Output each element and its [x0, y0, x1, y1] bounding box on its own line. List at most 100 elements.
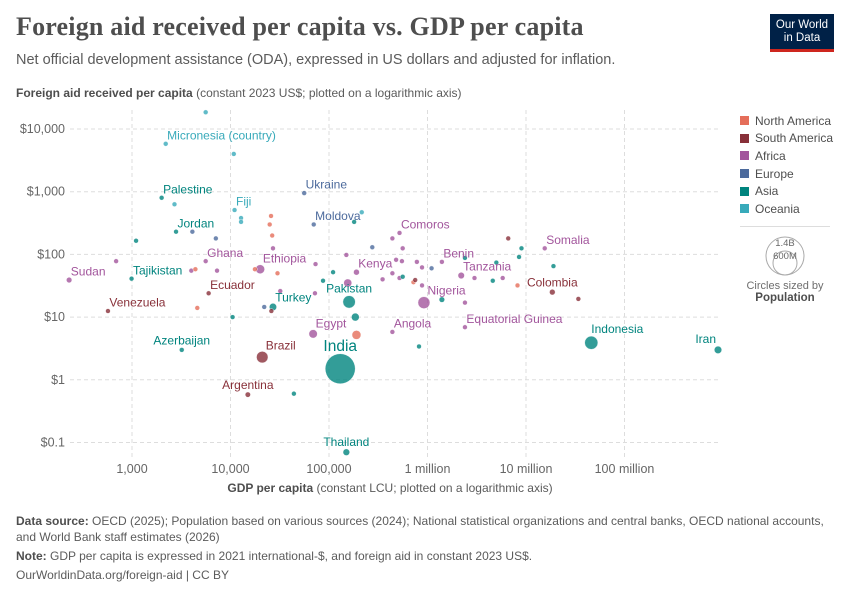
legend-item-africa[interactable]: Africa — [740, 147, 833, 165]
point-label: Kenya — [358, 256, 392, 270]
note-text: GDP per capita is expressed in 2021 inte… — [50, 549, 533, 563]
x-axis-label-note: (constant LCU; plotted on a logarithmic … — [316, 481, 553, 495]
source-label: Data source: — [16, 514, 89, 528]
data-point — [312, 261, 319, 267]
point-label: Egypt — [316, 317, 347, 331]
point-label: Ecuador — [210, 278, 255, 292]
legend-item-europe[interactable]: Europe — [740, 165, 833, 183]
data-point — [301, 190, 307, 196]
data-point — [516, 254, 522, 260]
data-point — [389, 270, 395, 276]
credit-link[interactable]: OurWorldinData.org/foreign-aid | CC BY — [16, 568, 229, 582]
legend-item-south-america[interactable]: South America — [740, 130, 833, 148]
data-point — [105, 308, 111, 314]
data-point — [414, 259, 420, 265]
x-axis-label: GDP per capita (constant LCU; plotted on… — [0, 481, 780, 495]
data-point — [231, 207, 238, 213]
data-point — [268, 308, 274, 314]
data-point — [343, 278, 352, 288]
point-label: Fiji — [236, 195, 251, 209]
point-label: Ghana — [207, 246, 243, 260]
data-point — [203, 258, 209, 264]
data-point — [291, 391, 297, 397]
data-point — [256, 351, 269, 364]
data-point — [493, 259, 499, 266]
y-tick-label: $10,000 — [20, 122, 65, 136]
data-point — [325, 353, 356, 384]
point-label: Tajikistan — [133, 263, 182, 277]
point-label: Moldova — [315, 209, 361, 223]
data-point — [518, 245, 525, 251]
legend-item-north-america[interactable]: North America — [740, 112, 833, 130]
data-point — [277, 288, 283, 294]
point-label: Venezuela — [109, 296, 165, 310]
legend-swatch — [740, 116, 749, 126]
y-tick-label: $1 — [51, 373, 65, 387]
point-label: Sudan — [71, 264, 106, 278]
data-point — [389, 329, 395, 335]
data-point — [274, 270, 281, 276]
data-point — [163, 141, 169, 147]
data-point — [312, 290, 318, 296]
data-point — [214, 268, 220, 274]
data-point — [320, 278, 326, 284]
data-point — [133, 238, 139, 244]
data-point — [417, 296, 431, 309]
legend-swatch — [740, 204, 749, 214]
data-point — [400, 274, 406, 280]
point-label: Indonesia — [591, 322, 643, 336]
data-point — [353, 269, 360, 276]
data-point — [342, 295, 356, 309]
data-point — [500, 275, 506, 281]
data-point — [192, 266, 198, 272]
data-point — [389, 235, 395, 241]
data-point — [400, 245, 406, 251]
data-point — [369, 244, 375, 250]
data-point — [206, 290, 212, 296]
point-label: Brazil — [266, 338, 296, 352]
legend-label: South America — [755, 131, 834, 146]
data-point — [399, 258, 405, 264]
owid-logo[interactable]: Our World in Data — [770, 14, 834, 52]
point-label: Angola — [394, 317, 432, 331]
x-tick-label: 1,000 — [116, 462, 147, 476]
x-tick-label: 100,000 — [306, 462, 351, 476]
data-point — [419, 264, 425, 271]
legend-item-asia[interactable]: Asia — [740, 182, 833, 200]
source-line: Data source: OECD (2025); Population bas… — [16, 513, 836, 545]
point-label: Micronesia (country) — [167, 128, 276, 142]
data-point — [213, 235, 219, 241]
y-tick-label: $10 — [44, 310, 65, 324]
y-tick-label: $100 — [37, 247, 65, 261]
x-axis-label-main: GDP per capita — [227, 481, 314, 495]
legend-item-oceania[interactable]: Oceania — [740, 200, 833, 218]
y-tick-label: $1,000 — [27, 185, 65, 199]
data-point — [393, 257, 399, 263]
data-point — [439, 259, 445, 265]
data-point — [159, 195, 165, 201]
legend-divider — [740, 226, 830, 227]
point-label: Colombia — [527, 275, 578, 289]
size-caption: Circles sized by — [746, 280, 824, 292]
data-point — [330, 269, 336, 275]
data-point — [231, 151, 237, 157]
data-point — [575, 296, 581, 302]
data-point — [261, 304, 267, 310]
data-point — [194, 305, 200, 311]
data-point — [269, 232, 275, 239]
data-point — [203, 109, 209, 115]
point-label: Jordan — [177, 216, 214, 230]
size-variable: Population — [755, 292, 815, 304]
y-axis-label-main: Foreign aid received per capita — [16, 86, 193, 100]
point-label: Tanzania — [463, 259, 511, 273]
point-label: Ukraine — [306, 178, 348, 192]
data-point — [514, 282, 521, 289]
data-point — [490, 278, 496, 284]
data-point — [396, 230, 403, 236]
y-axis-label-note: (constant 2023 US$; plotted on a logarit… — [196, 86, 462, 100]
chart-subtitle: Net official development assistance (ODA… — [16, 52, 616, 68]
legend-label: Oceania — [755, 201, 800, 216]
data-point — [189, 229, 195, 235]
data-point — [549, 289, 556, 296]
